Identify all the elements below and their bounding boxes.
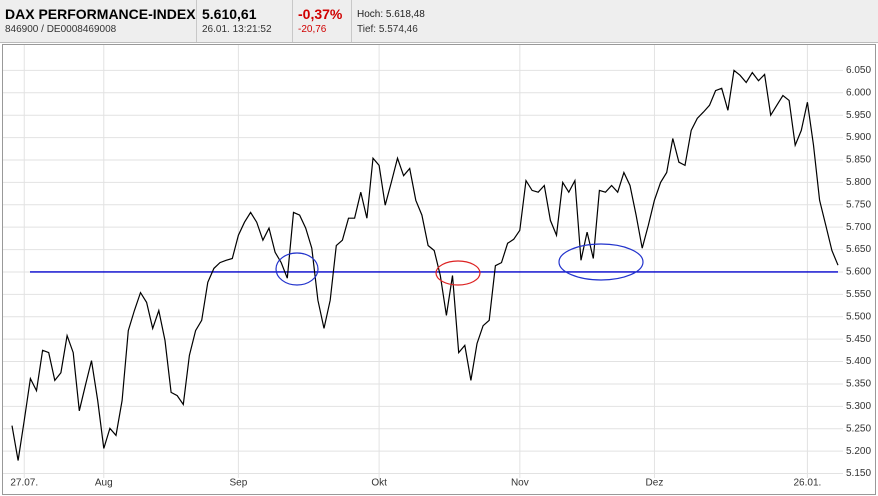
name-cell: DAX PERFORMANCE-INDEX 846900 / DE0008469… <box>0 0 197 42</box>
y-tick-label: 5.750 <box>846 199 871 210</box>
price: 5.610,61 <box>202 6 257 22</box>
y-tick-label: 5.850 <box>846 155 871 166</box>
y-tick-label: 5.700 <box>846 222 871 233</box>
y-tick-label: 5.450 <box>846 334 871 345</box>
change-percent: -0,37% <box>298 6 343 22</box>
change-cell: -0,37% -20,76 <box>293 0 352 42</box>
x-tick-label: Dez <box>646 478 664 489</box>
timestamp: 26.01. 13:21:52 <box>202 24 272 35</box>
marks <box>11 69 839 461</box>
index-title: DAX PERFORMANCE-INDEX <box>5 6 196 22</box>
x-tick-label: Sep <box>229 478 247 489</box>
y-tick-label: 5.950 <box>846 110 871 121</box>
index-id: 846900 / DE0008469008 <box>5 24 117 35</box>
y-tick-label: 5.300 <box>846 401 871 412</box>
change-absolute: -20,76 <box>298 24 327 35</box>
y-tick-label: 5.500 <box>846 311 871 322</box>
price-line <box>11 69 839 461</box>
y-tick-label: 5.350 <box>846 379 871 390</box>
x-tick-label: 26.01. <box>794 478 822 489</box>
x-tick-label: Nov <box>511 478 529 489</box>
day-low: Tief: 5.574,46 <box>357 24 418 35</box>
x-tick-label: Aug <box>95 478 113 489</box>
x-tick-label: 27.07. <box>10 478 38 489</box>
y-tick-label: 6.050 <box>846 65 871 76</box>
x-tick-label: Okt <box>371 478 387 489</box>
y-tick-label: 6.000 <box>846 87 871 98</box>
y-tick-label: 5.900 <box>846 132 871 143</box>
y-tick-label: 5.550 <box>846 289 871 300</box>
y-tick-label: 5.600 <box>846 267 871 278</box>
day-high: Hoch: 5.618,48 <box>357 9 425 20</box>
y-tick-label: 5.200 <box>846 446 871 457</box>
annotation-ellipse <box>435 260 481 286</box>
annotation-ellipse <box>558 243 644 281</box>
y-tick-label: 5.400 <box>846 356 871 367</box>
y-tick-label: 5.150 <box>846 468 871 479</box>
quote-header: DAX PERFORMANCE-INDEX 846900 / DE0008469… <box>0 0 878 43</box>
price-cell: 5.610,61 26.01. 13:21:52 <box>197 0 293 42</box>
y-tick-label: 5.650 <box>846 244 871 255</box>
range-cell: Hoch: 5.618,48 Tief: 5.574,46 <box>352 0 472 42</box>
y-tick-label: 5.250 <box>846 423 871 434</box>
y-tick-label: 5.800 <box>846 177 871 188</box>
annotation-ellipse <box>275 252 319 286</box>
